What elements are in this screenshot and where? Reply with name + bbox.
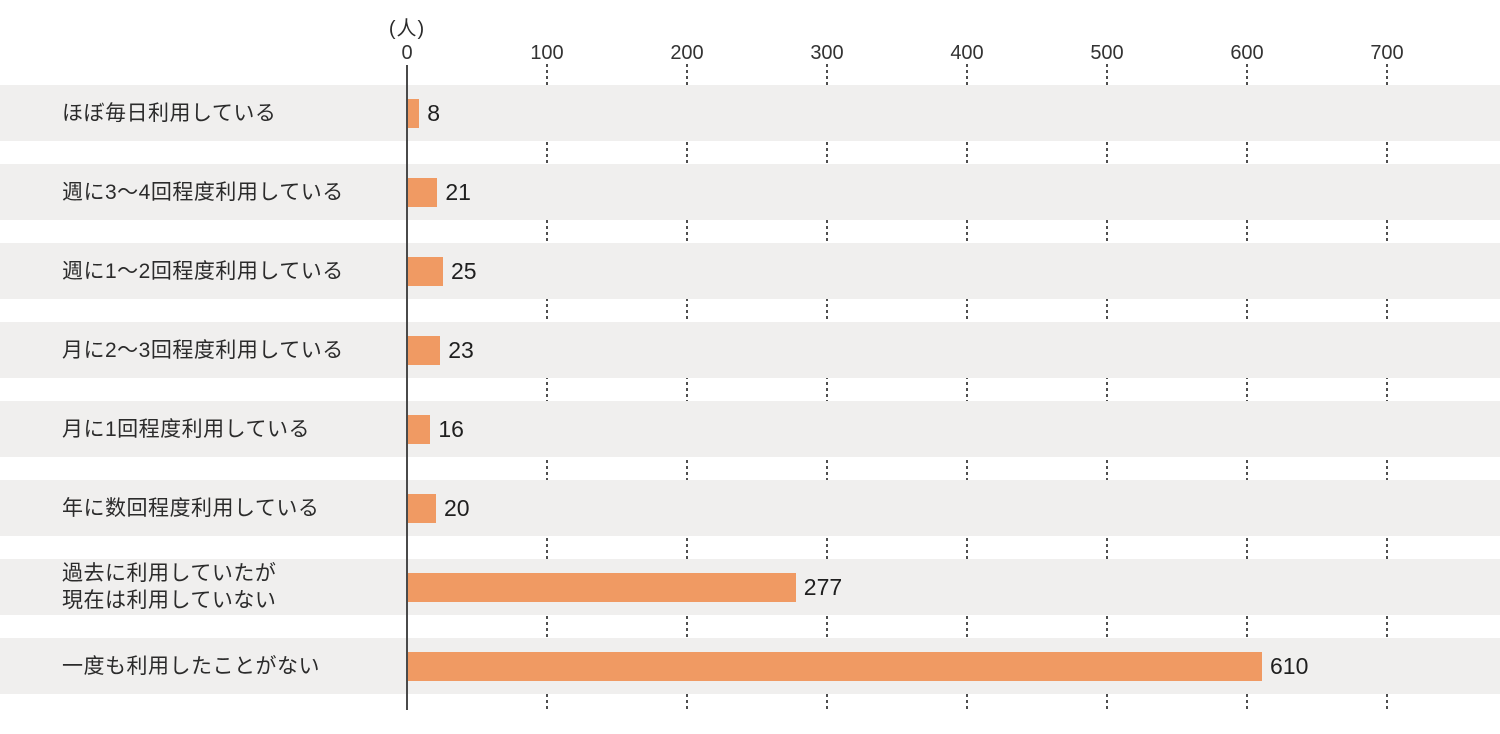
value-label: 21 <box>445 178 471 205</box>
value-label: 20 <box>444 494 470 521</box>
category-label: ほぼ毎日利用している <box>62 101 277 125</box>
row-band <box>0 401 1500 457</box>
bar <box>408 414 431 444</box>
category-label: 過去に利用していたが 現在は利用していない <box>62 562 277 612</box>
bar <box>408 651 1262 681</box>
row-band <box>0 164 1500 220</box>
value-label: 23 <box>448 336 474 363</box>
bar <box>408 493 436 523</box>
x-tick-label: 100 <box>530 42 564 64</box>
y-axis-line <box>406 65 408 710</box>
row-band <box>0 322 1500 378</box>
category-label: 月に2～3回程度利用している <box>62 338 344 362</box>
value-label: 8 <box>427 99 440 126</box>
bar <box>408 256 443 286</box>
row-band <box>0 85 1500 141</box>
x-tick-label: 300 <box>810 42 844 64</box>
x-tick-label: 0 <box>401 42 413 64</box>
bar <box>408 98 420 128</box>
x-tick-label: 500 <box>1090 42 1124 64</box>
vertical-gridline <box>686 64 688 712</box>
x-tick-label: 400 <box>950 42 984 64</box>
x-tick-label: 600 <box>1230 42 1264 64</box>
axis-unit-label: (人) <box>388 18 426 40</box>
category-label: 年に数回程度利用している <box>62 496 320 520</box>
value-label: 25 <box>451 257 477 284</box>
row-band <box>0 243 1500 299</box>
category-label: 月に1回程度利用している <box>62 417 311 441</box>
vertical-gridline <box>1246 64 1248 712</box>
value-label: 610 <box>1270 652 1309 679</box>
category-label: 週に3～4回程度利用している <box>62 180 344 204</box>
bar <box>408 572 796 602</box>
bar <box>408 335 441 365</box>
vertical-gridline <box>546 64 548 712</box>
value-label: 277 <box>803 573 843 600</box>
x-tick-label: 200 <box>670 42 704 64</box>
category-label: 週に1～2回程度利用している <box>62 259 344 283</box>
vertical-gridline <box>1106 64 1108 712</box>
row-band <box>0 480 1500 536</box>
vertical-gridline <box>1386 64 1388 712</box>
value-label: 16 <box>438 415 464 442</box>
vertical-gridline <box>966 64 968 712</box>
vertical-gridline <box>826 64 828 712</box>
x-tick-label: 700 <box>1370 42 1404 64</box>
category-label: 一度も利用したことがない <box>62 654 320 678</box>
bar <box>408 177 438 207</box>
